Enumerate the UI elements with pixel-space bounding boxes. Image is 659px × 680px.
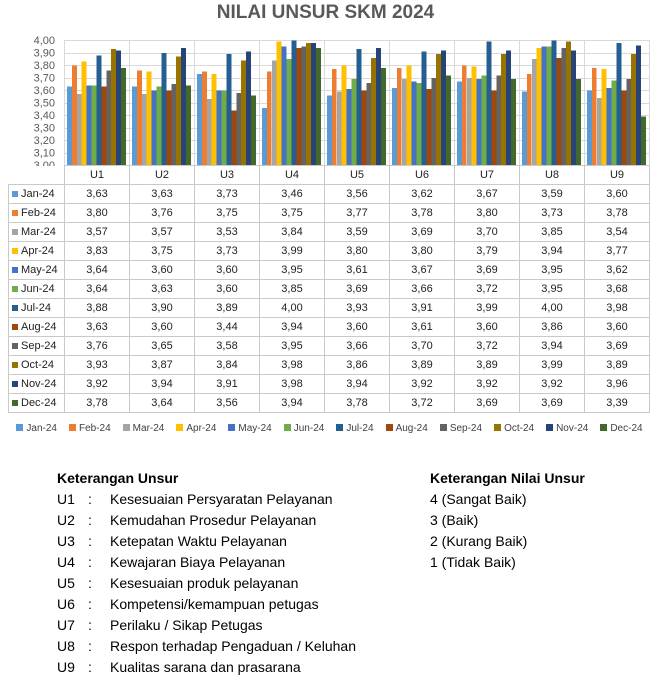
- svg-text:3,20: 3,20: [34, 135, 55, 147]
- svg-text:3,60: 3,60: [34, 85, 55, 97]
- svg-text:3,70: 3,70: [34, 73, 55, 85]
- svg-text:4,00: 4,00: [34, 35, 55, 47]
- svg-text:3,40: 3,40: [34, 110, 55, 122]
- svg-text:3,50: 3,50: [34, 98, 55, 110]
- svg-text:3,90: 3,90: [34, 48, 55, 60]
- svg-text:3,30: 3,30: [34, 123, 55, 135]
- svg-text:3,80: 3,80: [34, 60, 55, 72]
- svg-text:3,00: 3,00: [34, 160, 55, 166]
- svg-text:3,10: 3,10: [34, 148, 55, 160]
